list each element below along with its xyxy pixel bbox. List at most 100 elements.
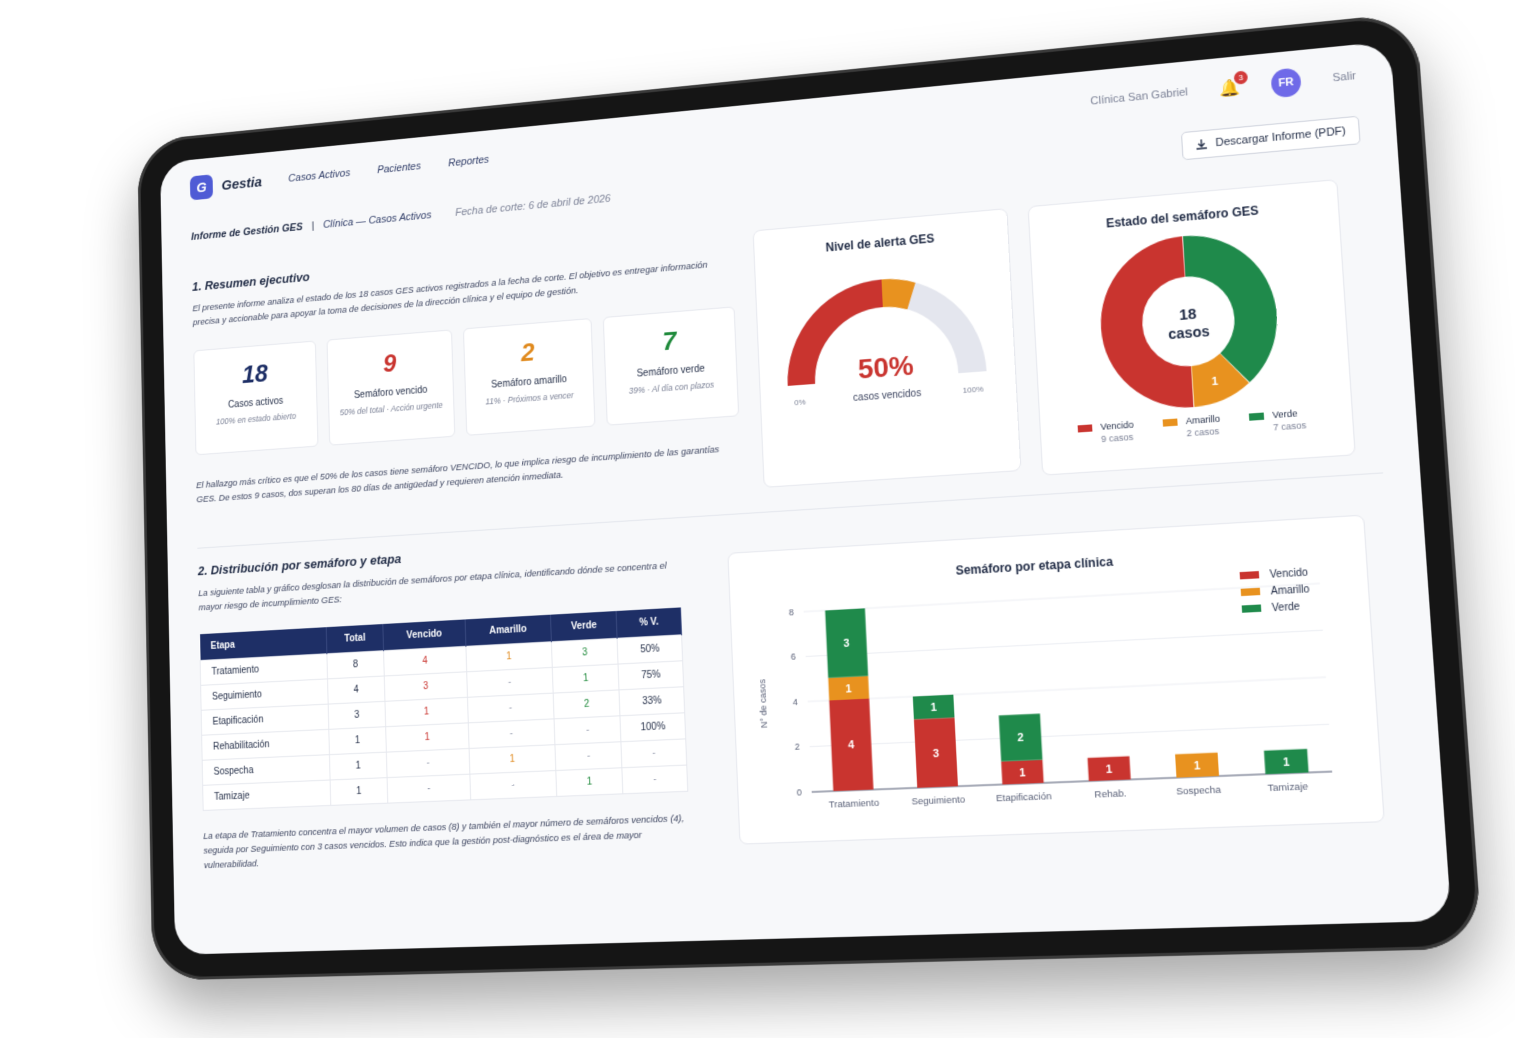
stacked-bar-chart: Semáforo por etapa clínica 0 2 4 6 8 N° de cas… xyxy=(757,554,1368,810)
download-label: Descargar Informe (PDF) xyxy=(1215,125,1347,150)
x-tick-label: Rehab. xyxy=(1094,788,1127,800)
bar-data-label: 1 xyxy=(1193,760,1200,773)
x-tick-label: Tratamiento xyxy=(829,797,880,809)
bar-segment-vencido xyxy=(829,698,874,792)
legend-swatch xyxy=(1241,604,1262,613)
download-pdf-button[interactable]: Descargar Informe (PDF) xyxy=(1180,115,1361,161)
table-cell: 100% xyxy=(620,713,686,743)
bar-data-label: 3 xyxy=(843,638,850,651)
table-cell: - xyxy=(555,742,623,771)
y-axis-label: N° de casos xyxy=(757,678,769,728)
kpi-card: 18 Casos activos 100% en estado abierto xyxy=(193,340,319,456)
table-cell: - xyxy=(387,774,471,804)
summary-row: 1. Resumen ejecutivo El presente informe… xyxy=(192,177,1382,531)
table-cell: - xyxy=(622,765,688,795)
y-tick-label: 4 xyxy=(793,697,798,707)
bar-data-label: 4 xyxy=(848,739,855,752)
tablet-frame: G Gestia Casos Activos Pacientes Reporte… xyxy=(137,12,1483,981)
logout-link[interactable]: Salir xyxy=(1332,70,1357,85)
col-header[interactable]: Total xyxy=(326,624,384,655)
table-cell: 8 xyxy=(326,651,385,680)
legend-label: Verde xyxy=(1272,601,1301,614)
kpi-sub: 100% en estado abierto xyxy=(216,411,297,427)
kpi-value: 2 xyxy=(520,337,536,368)
x-tick-label: Sospecha xyxy=(1176,784,1222,796)
legend-label: Amarillo xyxy=(1186,413,1221,426)
breadcrumb[interactable]: Clínica — Casos Activos xyxy=(322,209,432,231)
summary-finding: El hallazgo más crítico es que el 50% de… xyxy=(196,444,720,506)
kpi-card: 7 Semáforo verde 39% · Al día con plazos xyxy=(602,306,740,427)
bar-segment-verde xyxy=(825,608,869,678)
bar-data-label: 1 xyxy=(845,683,852,696)
legend-label: Vencido xyxy=(1100,419,1134,432)
donut-center-number: 18 xyxy=(1179,306,1197,324)
breadcrumb-separator: | xyxy=(311,220,315,232)
bar-data-label: 3 xyxy=(932,747,939,760)
app-logo[interactable]: G Gestia xyxy=(189,170,262,201)
legend-sub: 9 casos xyxy=(1101,432,1134,445)
download-icon xyxy=(1194,138,1207,151)
y-tick-label: 6 xyxy=(791,652,796,662)
y-tick-label: 0 xyxy=(797,787,802,798)
kpi-card: 2 Semáforo amarillo 11% · Próximos a ven… xyxy=(462,318,596,437)
table-cell: 1 xyxy=(329,752,388,781)
legend-label: Amarillo xyxy=(1270,584,1310,598)
legend-swatch xyxy=(1077,424,1093,433)
table-cell: - xyxy=(554,716,622,746)
gridline xyxy=(808,677,1326,701)
kpi-value: 9 xyxy=(382,348,397,379)
x-tick-label: Tamizaje xyxy=(1267,781,1308,793)
gridline xyxy=(810,724,1329,746)
nav-pacientes[interactable]: Pacientes xyxy=(377,160,422,177)
kpi-value: 18 xyxy=(241,358,269,390)
donut-center-label: casos xyxy=(1168,323,1211,343)
bar-segment-verde xyxy=(912,694,955,720)
x-tick-label: Etapificación xyxy=(996,791,1052,804)
legend-label: Verde xyxy=(1272,408,1298,420)
col-header[interactable]: Verde xyxy=(550,611,618,643)
kpi-sub: 11% · Próximos a vencer xyxy=(485,390,574,407)
legend-swatch xyxy=(1248,412,1265,421)
bar-chart-card: Semáforo por etapa clínica 0 2 4 6 8 N° de cas… xyxy=(727,514,1385,845)
gridline xyxy=(806,630,1323,656)
table-cell: 4 xyxy=(327,676,386,705)
kpi-value: 7 xyxy=(661,326,677,357)
col-header[interactable]: % V. xyxy=(616,607,682,639)
nav-casos-activos[interactable]: Casos Activos xyxy=(288,167,351,185)
table-cell: 1 xyxy=(328,727,387,756)
table-cell: 33% xyxy=(619,687,685,717)
legend-sub: 7 casos xyxy=(1273,420,1307,433)
table-cell: - xyxy=(469,770,557,801)
nav-reportes[interactable]: Reportes xyxy=(447,153,490,170)
content: 1. Resumen ejecutivo El presente informe… xyxy=(162,149,1446,884)
gauge-max-label: 100% xyxy=(963,384,984,395)
y-tick-label: 2 xyxy=(795,742,800,753)
x-tick-label: Seguimiento xyxy=(911,794,965,806)
screen: G Gestia Casos Activos Pacientes Reporte… xyxy=(160,41,1452,955)
y-tick-label: 8 xyxy=(789,607,794,617)
legend-swatch xyxy=(1239,571,1260,580)
table-cell: - xyxy=(386,748,470,779)
gauge-value: 50% xyxy=(857,349,914,384)
bar-segment-verde xyxy=(998,713,1043,762)
table-cell: 1 xyxy=(552,664,620,694)
bar-data-label: 2 xyxy=(1017,732,1024,745)
table-cell: 1 xyxy=(330,778,389,806)
table-cell: Tamizaje xyxy=(202,780,331,811)
table-cell: - xyxy=(468,719,556,749)
table-cell: - xyxy=(467,693,555,724)
bar-data-label: 1 xyxy=(1283,756,1290,769)
bar-segment-amarillo xyxy=(828,675,870,701)
table-cell: 1 xyxy=(385,723,469,753)
distribution-conclusion: La etapa de Tratamiento concentra el may… xyxy=(203,813,685,871)
table-cell: 3 xyxy=(551,638,619,668)
gauge-amber-segment xyxy=(882,291,911,298)
distribution-row: 2. Distribución por semáforo y etapa La … xyxy=(198,490,1408,873)
notification-badge: 3 xyxy=(1233,70,1249,85)
report-title: Informe de Gestión GES xyxy=(190,221,303,243)
notification-bell[interactable]: 🔔 3 xyxy=(1218,70,1249,99)
distribution-section: 2. Distribución por semáforo y etapa La … xyxy=(198,533,701,873)
avatar[interactable]: FR xyxy=(1270,67,1302,99)
